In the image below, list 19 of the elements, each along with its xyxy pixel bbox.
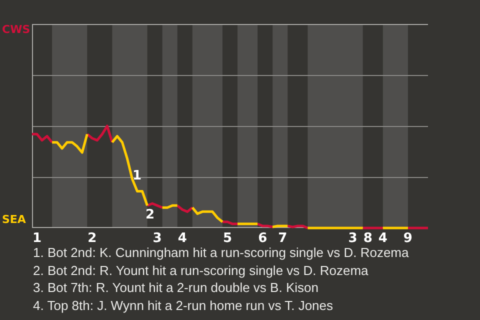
text: CWS — [2, 22, 30, 36]
x-tick-label: 3 — [348, 231, 358, 246]
x-tick-label: 4 — [378, 231, 388, 246]
text: 3. Bot 7th: R. Yount hit a 2-run double vs B. Kison — [33, 279, 320, 296]
x-tick-label: 4 — [178, 231, 187, 246]
x-tick-label: 9 — [403, 231, 412, 246]
text: SEA — [2, 212, 26, 226]
x-tick-label: 6 — [258, 231, 268, 246]
x-tick-label: 7 — [278, 231, 288, 246]
x-tick-label: 1 — [32, 231, 42, 246]
x-tick-label: 3 — [152, 231, 162, 246]
text: 4. Top 8th: J. Wynn hit a 2-run home run vs T. Jones — [33, 296, 334, 314]
annotation: 2 — [145, 207, 155, 222]
x-tick-label: 2 — [88, 231, 97, 246]
text: 2. Bot 2nd: R. Yount hit a run-scoring single vs D. Rozema — [33, 262, 370, 279]
x-tick-label: 8 — [363, 231, 372, 246]
text: 1. Bot 2nd: K. Cunningham hit a run-scoring single vs D. Rozema — [33, 244, 409, 262]
x-tick-label: 5 — [222, 231, 232, 246]
annotation: 1 — [132, 168, 142, 184]
